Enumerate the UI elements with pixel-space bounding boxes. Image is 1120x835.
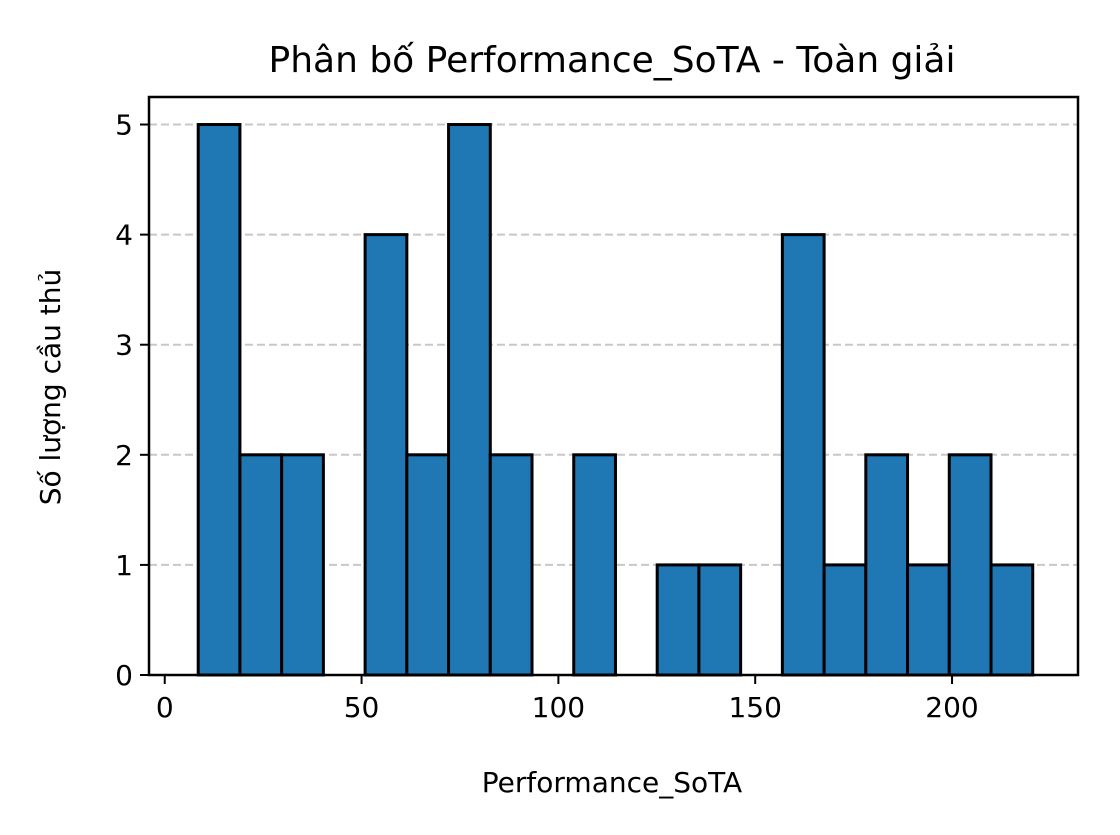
histogram-bar [947, 453, 993, 677]
y-tick-label: 0 [115, 659, 133, 692]
bars [196, 123, 1035, 677]
x-tick-label: 200 [925, 691, 978, 724]
x-tick-label: 50 [344, 691, 380, 724]
histogram-bar [196, 123, 242, 677]
histogram-bar [447, 123, 492, 677]
histogram-bar [488, 453, 534, 677]
histogram-bar [405, 453, 451, 677]
x-tick-label: 0 [156, 691, 174, 724]
y-tick-label: 1 [115, 549, 133, 582]
histogram-bar [572, 453, 617, 677]
plot-frame [147, 95, 1080, 677]
histogram-bar [238, 453, 284, 677]
histogram-bar [989, 563, 1035, 677]
x-axis-label: Performance_SoTA [482, 766, 742, 799]
chart-title: Phân bố Performance_SoTA - Toàn giải [268, 40, 955, 81]
histogram-bar [363, 233, 409, 677]
x-tick-label: 150 [728, 691, 781, 724]
y-tick-label: 2 [115, 439, 133, 472]
histogram-bar [780, 233, 826, 677]
histogram-bar [697, 563, 743, 677]
x-tick-label: 100 [532, 691, 585, 724]
y-tick-label: 5 [115, 109, 133, 142]
histogram-bar [280, 453, 325, 677]
histogram-bar [655, 563, 701, 677]
histogram-bar [822, 563, 868, 677]
axes [140, 95, 1080, 684]
histogram-bar [864, 453, 910, 677]
y-tick-label: 4 [115, 219, 133, 252]
y-axis-label: Số lượng cầu thủ [34, 269, 67, 506]
tick-labels: 0 50 100 150 200 0 1 2 3 4 5 [115, 109, 979, 724]
y-tick-label: 3 [115, 329, 133, 362]
histogram-bar [906, 563, 951, 677]
